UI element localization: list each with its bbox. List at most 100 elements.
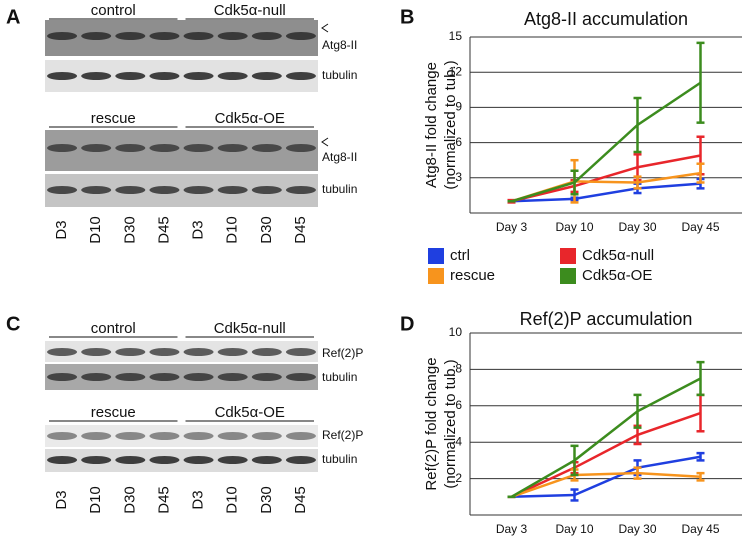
blot-band [81,456,112,464]
y-tick-label: 4 [455,434,462,448]
blot-band [183,456,214,464]
lane-label: D45 [155,216,172,244]
blot-band [251,432,282,440]
series-line [511,455,701,499]
blot-band [47,373,78,381]
y-tick-label: 3 [455,170,462,184]
lane-label: D3 [190,490,207,509]
blot-band [115,186,146,194]
blot-band [217,144,248,152]
blot-band [251,373,282,381]
row-label: tubulin [322,452,357,466]
blot-band [149,144,180,152]
lane-label: D10 [87,486,104,514]
error-bar [696,451,705,462]
lane-label: D45 [155,486,172,514]
y-tick-label: 12 [449,64,463,78]
lane-label: D30 [121,486,138,514]
panel-letter: B [400,6,414,28]
legend-label: rescue [450,267,495,284]
y-axis-label: Atg8-II fold change [423,62,440,188]
blot-band [81,72,112,80]
group-label: control [91,320,136,337]
group-label: rescue [91,404,136,421]
row-label: tubulin [322,182,357,196]
blot-band [285,456,316,464]
chart-title: Atg8-II accumulation [524,9,688,29]
blot-band [183,72,214,80]
blot-band [285,186,316,194]
band-arrow [321,137,329,147]
blot-strip [45,341,318,362]
blot-band [47,456,78,464]
blot-band [251,348,282,356]
error-bar [696,360,705,397]
error-bar [633,393,642,429]
lane-label: D45 [292,216,309,244]
y-tick-label: 15 [449,29,463,43]
blot-band [149,373,180,381]
blot-band [81,373,112,381]
panel-letter: A [6,6,20,28]
series-line [511,471,701,498]
blot-band [47,186,78,194]
blot-band [183,373,214,381]
blot-band [217,32,248,40]
blot-band [47,72,78,80]
legend-swatch [428,268,444,284]
blot-band [149,348,180,356]
y-tick-label: 9 [455,100,462,114]
lane-label: D45 [292,486,309,514]
blot-band [115,373,146,381]
y-tick-label: 8 [455,362,462,376]
group-label: Cdk5α-null [214,2,286,19]
row-label: Atg8-II [322,38,357,52]
blot-band [251,72,282,80]
blot-band [251,456,282,464]
blot-band [183,432,214,440]
error-bar [696,471,705,482]
lane-label: D30 [258,216,275,244]
series-line [511,81,702,203]
row-label: Atg8-II [322,150,357,164]
y-axis-label: (normalized to tub.) [442,60,459,189]
x-tick-label: Day 3 [496,220,528,234]
legend-label: Cdk5α-OE [582,267,652,284]
group-label: rescue [91,110,136,127]
row-label: Ref(2)P [322,428,363,442]
group-label: Cdk5α-OE [215,404,285,421]
blot-band [149,186,180,194]
chart-title: Ref(2)P accumulation [520,309,693,329]
legend-label: Cdk5α-null [582,247,654,264]
blot-band [81,186,112,194]
row-label: tubulin [322,68,357,82]
blot-band [81,144,112,152]
x-tick-label: Day 30 [618,522,656,536]
blot-band [217,432,248,440]
lane-label: D30 [258,486,275,514]
error-bar [633,96,642,154]
panel-letter: D [400,313,414,335]
blot-band [217,456,248,464]
blot-band [217,373,248,381]
x-tick-label: Day 10 [555,522,593,536]
error-bar [696,41,705,124]
x-tick-label: Day 45 [681,522,719,536]
lane-label: D30 [121,216,138,244]
blot-band [115,348,146,356]
blot-band [183,348,214,356]
y-tick-label: 2 [455,471,462,485]
y-tick-label: 10 [449,325,463,339]
x-tick-label: Day 10 [555,220,593,234]
blot-band [149,456,180,464]
band-arrow [321,23,329,33]
blot-band [285,432,316,440]
x-tick-label: Day 45 [681,220,719,234]
blot-band [285,348,316,356]
series-line [510,411,701,498]
blot-band [251,186,282,194]
lane-label: D10 [224,216,241,244]
blot-strip [45,449,318,472]
blot-band [285,144,316,152]
